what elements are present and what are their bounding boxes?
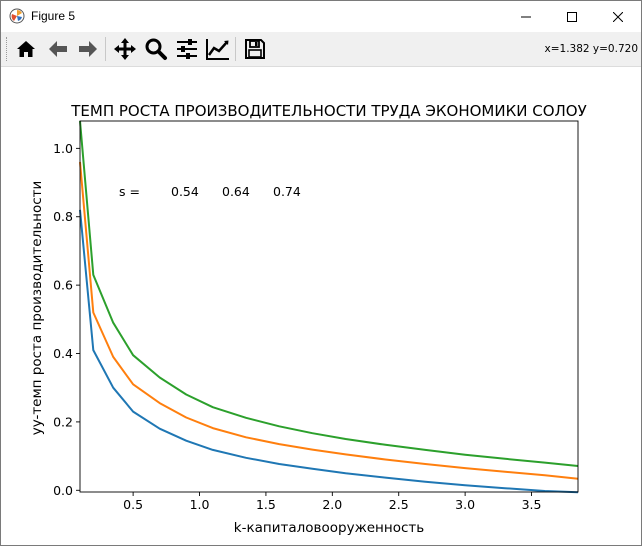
x-tick-label: 3.5 xyxy=(522,497,542,512)
home-icon xyxy=(17,41,35,57)
x-tick-label: 2.0 xyxy=(322,497,342,512)
title-bar: Figure 5 xyxy=(1,1,641,32)
series-line xyxy=(79,120,579,467)
home-button[interactable] xyxy=(13,36,39,62)
y-axis-label: yy-темп роста производительности xyxy=(29,181,45,436)
annotation-value: 0.74 xyxy=(273,184,301,199)
forward-button[interactable] xyxy=(75,36,101,62)
matplotlib-app-icon xyxy=(9,8,25,24)
annotation-value: 0.54 xyxy=(171,184,199,199)
forward-icon xyxy=(79,41,97,57)
y-tick-label: 0.4 xyxy=(53,346,73,361)
y-tick-label: 0.8 xyxy=(53,209,73,224)
zoom-icon xyxy=(145,38,167,60)
window-title: Figure 5 xyxy=(31,9,76,23)
chart-title: ТЕМП РОСТА ПРОИЗВОДИТЕЛЬНОСТИ ТРУДА ЭКОН… xyxy=(70,102,587,120)
subplots-icon xyxy=(177,39,197,59)
x-tick-label: 1.0 xyxy=(190,497,210,512)
navigation-toolbar: x=1.382 y=0.720 xyxy=(1,32,641,67)
pan-icon xyxy=(114,38,136,60)
back-button[interactable] xyxy=(45,36,71,62)
toolbar-grip[interactable] xyxy=(6,37,9,61)
axes-frame xyxy=(79,120,579,493)
maximize-button[interactable] xyxy=(549,1,595,32)
x-tick-label: 2.5 xyxy=(389,497,409,512)
series-line xyxy=(79,161,579,480)
x-tick-label: 3.0 xyxy=(455,497,475,512)
x-axis-label: k-капиталовооруженность xyxy=(234,520,424,536)
maximize-icon xyxy=(567,11,577,22)
toolbar-separator xyxy=(105,37,106,61)
toolbar-separator xyxy=(235,37,236,61)
save-button[interactable] xyxy=(242,36,268,62)
subplots-button[interactable] xyxy=(174,36,200,62)
pan-button[interactable] xyxy=(112,36,138,62)
customize-button[interactable] xyxy=(205,36,231,62)
cursor-coordinates: x=1.382 y=0.720 xyxy=(544,43,638,55)
minimize-button[interactable] xyxy=(503,1,549,32)
s-annotation: s = 0.54 0.64 0.74 xyxy=(119,184,301,199)
annotation-value: 0.64 xyxy=(222,184,250,199)
series-line xyxy=(79,209,579,494)
annotation-prefix: s = xyxy=(119,184,140,199)
y-tick-label: 1.0 xyxy=(53,141,73,156)
y-axis: 0.0 0.2 0.4 0.6 0.8 1.0 xyxy=(53,141,80,498)
x-axis: 0.5 1.0 1.5 2.0 2.5 3.0 3.5 xyxy=(123,492,541,512)
back-icon xyxy=(49,41,67,57)
minimize-icon xyxy=(521,16,531,17)
plot-lines xyxy=(79,120,579,494)
y-tick-label: 0.6 xyxy=(53,278,73,293)
close-button[interactable] xyxy=(595,1,641,32)
customize-icon xyxy=(206,39,229,60)
close-icon xyxy=(613,11,623,22)
y-tick-label: 0.0 xyxy=(53,483,73,498)
x-tick-label: 1.5 xyxy=(256,497,276,512)
x-tick-label: 0.5 xyxy=(123,497,143,512)
chart: ТЕМП РОСТА ПРОИЗВОДИТЕЛЬНОСТИ ТРУДА ЭКОН… xyxy=(29,102,587,536)
zoom-button[interactable] xyxy=(143,36,169,62)
save-icon xyxy=(245,39,265,59)
figure-canvas[interactable]: ТЕМП РОСТА ПРОИЗВОДИТЕЛЬНОСТИ ТРУДА ЭКОН… xyxy=(1,67,641,545)
y-tick-label: 0.2 xyxy=(53,414,73,429)
